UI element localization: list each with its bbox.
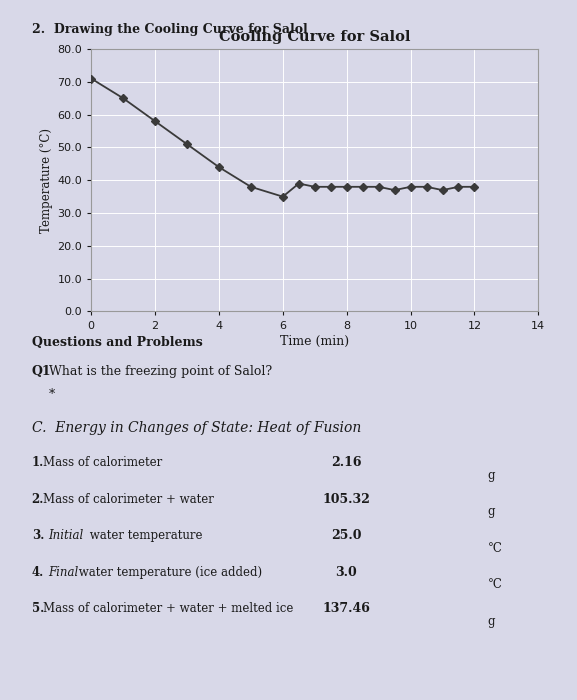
Text: *: *: [49, 388, 55, 401]
Text: g: g: [488, 469, 495, 482]
Text: water temperature: water temperature: [87, 529, 203, 542]
X-axis label: Time (min): Time (min): [280, 335, 349, 348]
Text: g: g: [488, 615, 495, 628]
Text: 2.  Drawing the Cooling Curve for Salol: 2. Drawing the Cooling Curve for Salol: [32, 23, 308, 36]
Text: 3.: 3.: [32, 529, 44, 542]
Text: What is the freezing point of Salol?: What is the freezing point of Salol?: [49, 365, 272, 379]
Text: water temperature (ice added): water temperature (ice added): [75, 566, 263, 579]
Text: 4.: 4.: [32, 566, 44, 579]
Text: 2.16: 2.16: [331, 456, 361, 470]
Text: 105.32: 105.32: [323, 493, 370, 506]
Text: Mass of calorimeter: Mass of calorimeter: [43, 456, 163, 470]
Text: 3.0: 3.0: [335, 566, 357, 579]
Text: 1.: 1.: [32, 456, 44, 470]
Text: 5.: 5.: [32, 602, 44, 615]
Text: Questions and Problems: Questions and Problems: [32, 336, 203, 349]
Title: Cooling Curve for Salol: Cooling Curve for Salol: [219, 29, 410, 43]
Text: °C: °C: [488, 542, 503, 555]
Text: Mass of calorimeter + water: Mass of calorimeter + water: [43, 493, 214, 506]
Text: °C: °C: [488, 578, 503, 592]
Y-axis label: Temperature (°C): Temperature (°C): [40, 127, 53, 232]
Text: 137.46: 137.46: [323, 602, 370, 615]
Text: 25.0: 25.0: [331, 529, 361, 542]
Text: Initial: Initial: [48, 529, 83, 542]
Text: Q1: Q1: [32, 365, 51, 379]
Text: 2.: 2.: [32, 493, 44, 506]
Text: g: g: [488, 505, 495, 519]
Text: Final: Final: [48, 566, 78, 579]
Text: C.  Energy in Changes of State: Heat of Fusion: C. Energy in Changes of State: Heat of F…: [32, 421, 361, 435]
Text: Mass of calorimeter + water + melted ice: Mass of calorimeter + water + melted ice: [43, 602, 294, 615]
